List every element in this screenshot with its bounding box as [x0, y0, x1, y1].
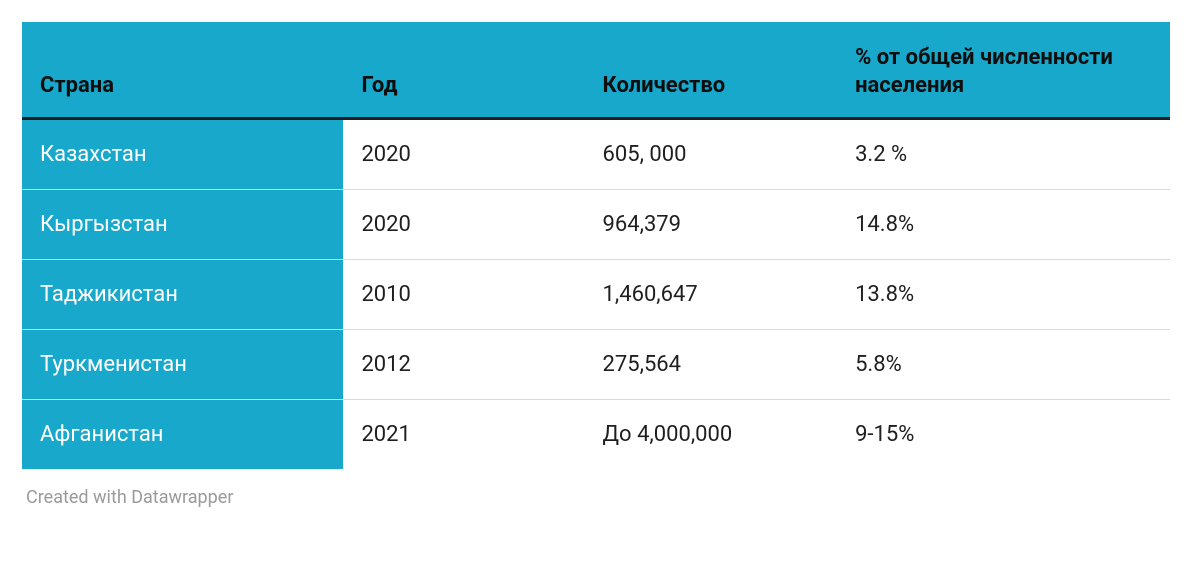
table-header-count: Количество — [585, 22, 838, 119]
cell-count: 1,460,647 — [585, 260, 838, 330]
cell-pct: 9-15% — [837, 400, 1170, 470]
cell-pct: 3.2 % — [837, 119, 1170, 190]
table-body: Казахстан 2020 605, 000 3.2 % Кыргызстан… — [22, 119, 1170, 470]
table-row: Таджикистан 2010 1,460,647 13.8% — [22, 260, 1170, 330]
cell-year: 2021 — [343, 400, 584, 470]
attribution-text: Created with Datawrapper — [22, 469, 1170, 508]
cell-country: Афганистан — [22, 400, 343, 470]
cell-year: 2010 — [343, 260, 584, 330]
cell-pct: 13.8% — [837, 260, 1170, 330]
cell-count: 275,564 — [585, 330, 838, 400]
cell-country: Таджикистан — [22, 260, 343, 330]
table-header-country: Страна — [22, 22, 343, 119]
cell-year: 2012 — [343, 330, 584, 400]
table-row: Афганистан 2021 До 4,000,000 9-15% — [22, 400, 1170, 470]
cell-count: 964,379 — [585, 190, 838, 260]
table-header-row: Страна Год Количество % от общей численн… — [22, 22, 1170, 119]
cell-pct: 14.8% — [837, 190, 1170, 260]
cell-country: Казахстан — [22, 119, 343, 190]
cell-year: 2020 — [343, 190, 584, 260]
cell-year: 2020 — [343, 119, 584, 190]
cell-country: Туркменистан — [22, 330, 343, 400]
cell-country: Кыргызстан — [22, 190, 343, 260]
table-header-year: Год — [343, 22, 584, 119]
table-row: Казахстан 2020 605, 000 3.2 % — [22, 119, 1170, 190]
table-row: Кыргызстан 2020 964,379 14.8% — [22, 190, 1170, 260]
table-header-pct: % от общей численности населения — [837, 22, 1170, 119]
cell-pct: 5.8% — [837, 330, 1170, 400]
cell-count: 605, 000 — [585, 119, 838, 190]
cell-count: До 4,000,000 — [585, 400, 838, 470]
data-table: Страна Год Количество % от общей численн… — [22, 22, 1170, 469]
table-row: Туркменистан 2012 275,564 5.8% — [22, 330, 1170, 400]
table-container: Страна Год Количество % от общей численн… — [0, 0, 1192, 508]
